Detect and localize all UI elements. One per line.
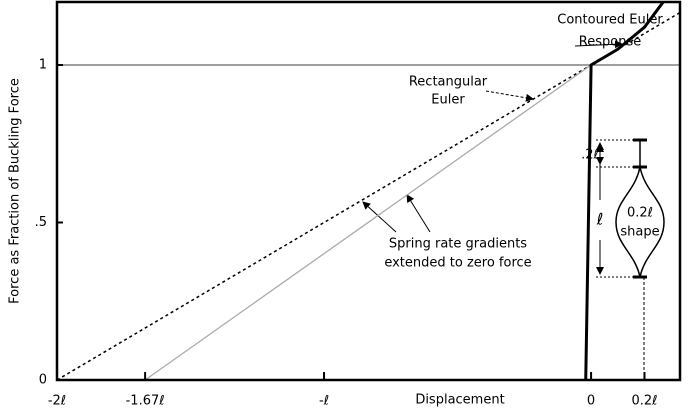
- x-tick-label: -2ℓ: [48, 394, 66, 409]
- line-series: [584, 1, 665, 381]
- line-series: [144, 64, 592, 381]
- y-tick-label: 0: [39, 373, 47, 388]
- shape-diagram: [596, 138, 665, 380]
- x-tick-label: -1.67ℓ: [126, 394, 165, 409]
- annotation: ℓ: [596, 210, 604, 229]
- x-tick-label: 0: [587, 394, 595, 409]
- annotation: shape: [620, 225, 659, 240]
- lens: [615, 166, 665, 278]
- arrow: [406, 194, 431, 233]
- arrow: [485, 90, 534, 102]
- annotation: Response: [579, 35, 641, 50]
- x-axis-label: Displacement: [415, 393, 504, 408]
- annotation: Spring rate gradients: [389, 237, 527, 252]
- y-tick-label: .5: [35, 215, 47, 230]
- arrow: [362, 201, 397, 233]
- y-tick-label: 1: [39, 58, 47, 73]
- annotation: extended to zero force: [384, 256, 531, 271]
- x-tick-label: 0.2ℓ: [631, 394, 657, 409]
- arrow: [574, 40, 623, 49]
- line-series: [56, 11, 681, 381]
- y-axis-label: Force as Fraction of Buckling Force: [8, 78, 23, 304]
- plot-frame: [55, 0, 682, 382]
- x-tick-label: -ℓ: [319, 394, 329, 409]
- annotation: Rectangular: [409, 75, 488, 90]
- annotation: Euler: [431, 93, 465, 108]
- annotation: Contoured Euler: [557, 13, 663, 28]
- annotation: 0.2ℓ: [627, 206, 653, 221]
